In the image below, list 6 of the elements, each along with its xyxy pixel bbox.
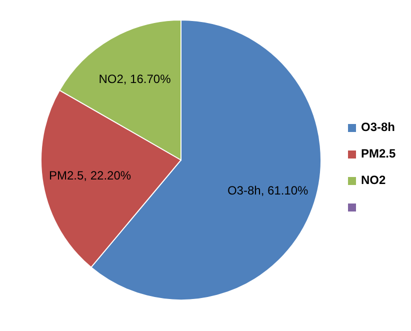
data-label: O3-8h, 61.10% bbox=[227, 184, 309, 198]
data-label: PM2.5, 22.20% bbox=[48, 168, 132, 182]
data-label: NO2, 16.70% bbox=[98, 72, 172, 86]
legend-label: O3-8h bbox=[361, 120, 396, 134]
legend-label: PM2.5 bbox=[361, 146, 396, 161]
legend-label: NO2 bbox=[361, 173, 386, 188]
